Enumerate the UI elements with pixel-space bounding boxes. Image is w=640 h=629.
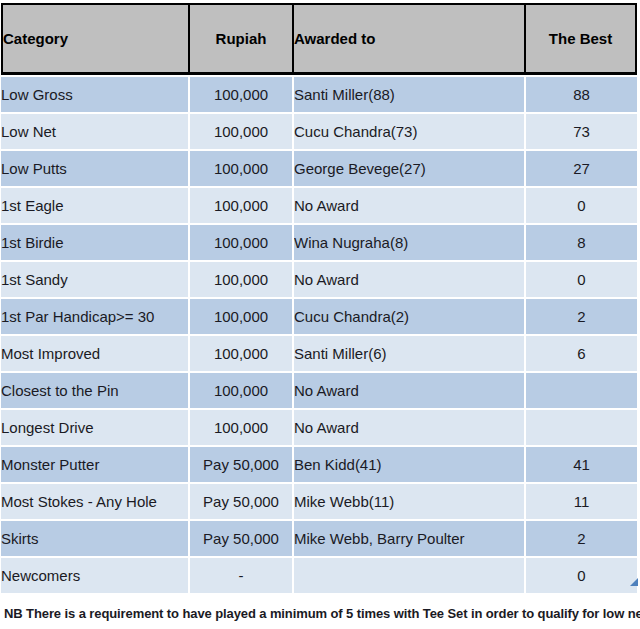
cell-the-best: 27 [524, 151, 637, 188]
cell-rupiah: 100,000 [188, 410, 292, 447]
cell-awarded-to: No Award [292, 262, 524, 299]
cell-rupiah: 100,000 [188, 188, 292, 225]
cell-rupiah: Pay 50,000 [188, 447, 292, 484]
table-header: Category Rupiah Awarded to The Best [1, 3, 637, 75]
cell-the-best: 0 [524, 558, 637, 595]
cell-awarded-to: No Award [292, 410, 524, 447]
footnote: NB There is a requirement to have played… [4, 606, 638, 621]
header-row: Category Rupiah Awarded to The Best [1, 3, 637, 75]
cell-rupiah: 100,000 [188, 75, 292, 114]
awards-table: Category Rupiah Awarded to The Best Low … [1, 3, 637, 595]
table-row: Low Gross100,000Santi Miller(88)88 [1, 75, 637, 114]
cell-the-best: 0 [524, 262, 637, 299]
cell-awarded-to: George Bevege(27) [292, 151, 524, 188]
cell-category: 1st Sandy [1, 262, 188, 299]
cell-awarded-to: Mike Webb(11) [292, 484, 524, 521]
cell-category: 1st Birdie [1, 225, 188, 262]
cell-the-best: 88 [524, 75, 637, 114]
cell-the-best: 41 [524, 447, 637, 484]
cell-category: Skirts [1, 521, 188, 558]
table-row: Longest Drive100,000No Award [1, 410, 637, 447]
cell-awarded-to [292, 558, 524, 595]
cell-awarded-to: No Award [292, 188, 524, 225]
cell-the-best: 11 [524, 484, 637, 521]
column-header-awarded-to: Awarded to [292, 3, 524, 75]
column-header-category: Category [1, 3, 188, 75]
cell-rupiah: 100,000 [188, 225, 292, 262]
table-row: Monster PutterPay 50,000Ben Kidd(41)41 [1, 447, 637, 484]
cell-awarded-to: Santi Miller(6) [292, 336, 524, 373]
cell-the-best: 73 [524, 114, 637, 151]
table-row: Low Net100,000Cucu Chandra(73)73 [1, 114, 637, 151]
cell-category: Monster Putter [1, 447, 188, 484]
cell-category: Longest Drive [1, 410, 188, 447]
cell-the-best: 0 [524, 188, 637, 225]
table-row: SkirtsPay 50,000Mike Webb, Barry Poulter… [1, 521, 637, 558]
cell-category: Low Putts [1, 151, 188, 188]
cell-category: 1st Par Handicap>= 30 [1, 299, 188, 336]
table-row: 1st Par Handicap>= 30100,000Cucu Chandra… [1, 299, 637, 336]
table-body: Low Gross100,000Santi Miller(88)88Low Ne… [1, 75, 637, 595]
column-header-rupiah: Rupiah [188, 3, 292, 75]
table-row: Closest to the Pin100,000No Award [1, 373, 637, 410]
table-row: 1st Sandy100,000No Award0 [1, 262, 637, 299]
resize-handle-icon[interactable] [630, 578, 638, 586]
cell-category: Most Stokes - Any Hole [1, 484, 188, 521]
cell-awarded-to: Cucu Chandra(2) [292, 299, 524, 336]
cell-category: Closest to the Pin [1, 373, 188, 410]
cell-category: 1st Eagle [1, 188, 188, 225]
cell-rupiah: 100,000 [188, 151, 292, 188]
table-row: Low Putts100,000George Bevege(27)27 [1, 151, 637, 188]
cell-rupiah: Pay 50,000 [188, 484, 292, 521]
cell-rupiah: 100,000 [188, 114, 292, 151]
cell-awarded-to: Cucu Chandra(73) [292, 114, 524, 151]
cell-awarded-to: Santi Miller(88) [292, 75, 524, 114]
table-row: 1st Birdie100,000Wina Nugraha(8)8 [1, 225, 637, 262]
column-header-the-best: The Best [524, 3, 637, 75]
table-row: Newcomers- 0 [1, 558, 637, 595]
cell-rupiah: 100,000 [188, 373, 292, 410]
cell-awarded-to: Wina Nugraha(8) [292, 225, 524, 262]
cell-rupiah: 100,000 [188, 299, 292, 336]
table-row: 1st Eagle100,000No Award0 [1, 188, 637, 225]
cell-the-best: 8 [524, 225, 637, 262]
cell-category: Newcomers [1, 558, 188, 595]
table-row: Most Improved100,000Santi Miller(6)6 [1, 336, 637, 373]
cell-the-best [524, 410, 637, 447]
cell-the-best: 6 [524, 336, 637, 373]
cell-awarded-to: Ben Kidd(41) [292, 447, 524, 484]
table-row: Most Stokes - Any HolePay 50,000Mike Web… [1, 484, 637, 521]
cell-rupiah: 100,000 [188, 262, 292, 299]
spreadsheet-page: Category Rupiah Awarded to The Best Low … [0, 0, 640, 629]
cell-the-best: 2 [524, 521, 637, 558]
cell-the-best [524, 373, 637, 410]
cell-rupiah: 100,000 [188, 336, 292, 373]
cell-rupiah: - [188, 558, 292, 595]
cell-awarded-to: No Award [292, 373, 524, 410]
cell-awarded-to: Mike Webb, Barry Poulter [292, 521, 524, 558]
cell-the-best: 2 [524, 299, 637, 336]
cell-rupiah: Pay 50,000 [188, 521, 292, 558]
cell-category: Low Gross [1, 75, 188, 114]
cell-category: Most Improved [1, 336, 188, 373]
cell-category: Low Net [1, 114, 188, 151]
